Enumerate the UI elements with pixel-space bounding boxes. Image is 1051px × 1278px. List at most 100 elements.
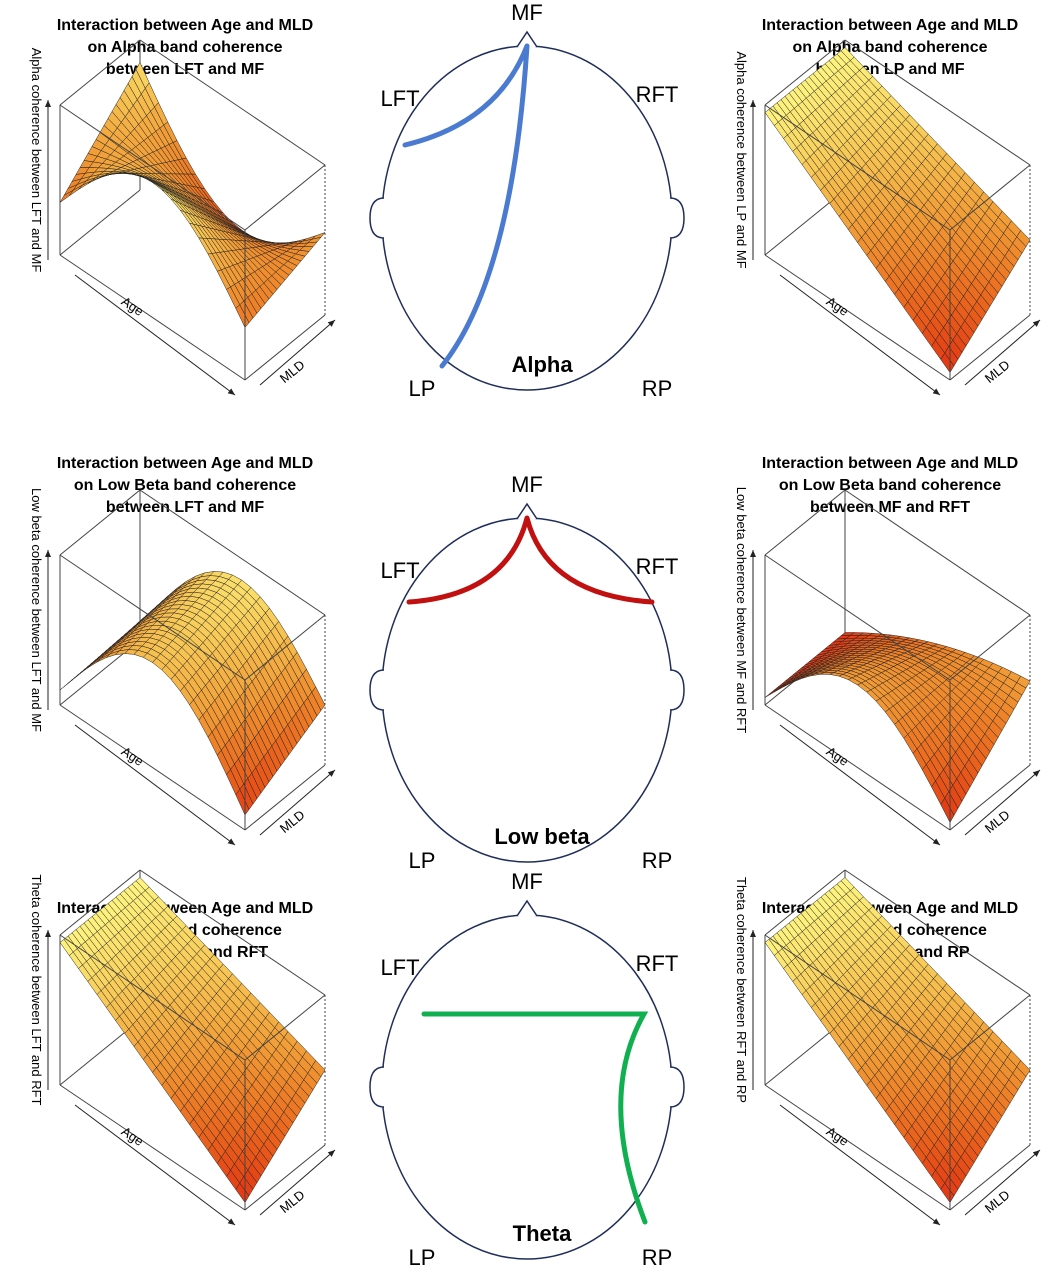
box-edge	[764, 1084, 951, 1211]
y-axis-label: MLD	[982, 807, 1013, 836]
axis-arrow	[74, 1104, 236, 1226]
y-axis-label: MLD	[982, 1187, 1013, 1216]
connection	[402, 43, 530, 369]
box-edge	[244, 1144, 326, 1211]
surface-cell	[235, 1182, 250, 1203]
box-edge	[764, 39, 846, 106]
plot-title: between LFT and MF	[106, 499, 264, 516]
electrode-label: LP	[409, 1245, 436, 1270]
box-edge	[139, 39, 326, 166]
box-edge	[764, 489, 846, 556]
plot-title: on Alpha band coherence	[88, 39, 283, 56]
box-edge	[244, 764, 326, 831]
nose	[516, 502, 538, 520]
box-edge	[59, 489, 141, 556]
box-edge	[59, 104, 246, 231]
box-edge	[59, 869, 141, 936]
box-edge	[764, 254, 951, 381]
z-axis-label: Low beta coherence between MF and RFT	[734, 487, 749, 733]
electrode-label: RFT	[636, 951, 679, 976]
electrode-label: MF	[511, 869, 543, 894]
y-axis-label: MLD	[277, 807, 308, 836]
surface-cell	[87, 658, 102, 669]
box-edge	[949, 994, 1031, 1061]
box-edge	[844, 39, 1031, 166]
plot-title: on Low Beta band coherence	[74, 477, 296, 494]
plot-title: Interaction between Age and MLD	[762, 455, 1018, 472]
surface-plot: Low beta coherence between LFT and MFAge…	[29, 488, 336, 846]
head	[381, 517, 673, 863]
box-edge	[764, 869, 846, 936]
axis-arrow	[259, 769, 336, 836]
box-edge	[244, 164, 326, 231]
axis-arrow	[259, 1149, 336, 1216]
axis-arrow	[259, 319, 336, 386]
left-ear	[369, 669, 385, 711]
z-axis-label: Theta coherence between LFT and RFT	[29, 875, 44, 1106]
axis-arrow	[964, 769, 1041, 836]
electrode-label: LFT	[380, 955, 419, 980]
connection	[421, 1011, 649, 1225]
surface-plot: Theta coherence between LFT and RFTAgeML…	[29, 869, 336, 1226]
plot-title: between MF and RFT	[810, 499, 970, 516]
right-ear	[669, 669, 685, 711]
axis-arrow	[779, 724, 941, 846]
electrode-label: LFT	[380, 86, 419, 111]
box-edge	[244, 614, 326, 681]
z-axis-label: Alpha coherence between LFT and MF	[29, 48, 44, 273]
surface-cell	[940, 797, 955, 824]
right-ear	[669, 197, 685, 239]
plot-title: Interaction between Age and MLD	[57, 17, 313, 34]
plot-title: on Alpha band coherence	[793, 39, 988, 56]
box-edge	[949, 1144, 1031, 1211]
electrode-label: RFT	[636, 554, 679, 579]
axis-arrow	[779, 1104, 941, 1226]
electrode-label: MF	[511, 0, 543, 25]
head	[381, 914, 673, 1260]
box-edge	[59, 1084, 246, 1211]
surface-cell	[940, 1182, 955, 1203]
box-edge	[59, 189, 141, 256]
box-edge	[949, 614, 1031, 681]
band-label: Theta	[513, 1221, 572, 1246]
plot-title: between LFT and MF	[106, 61, 264, 78]
surface-plot: Low beta coherence between MF and RFTAge…	[734, 487, 1041, 846]
axis-arrow	[74, 724, 236, 846]
z-axis-label: Low beta coherence between LFT and MF	[29, 488, 44, 732]
head	[381, 45, 673, 391]
box-edge	[139, 489, 326, 616]
z-axis-label: Theta coherence between RFT and RP	[734, 877, 749, 1103]
box-edge	[59, 254, 246, 381]
box-edge	[59, 704, 246, 831]
plot-title: on Low Beta band coherence	[779, 477, 1001, 494]
box-edge	[764, 104, 951, 231]
surface-cell	[235, 304, 250, 328]
z-axis-label: Alpha coherence between LP and MF	[734, 51, 749, 268]
electrode-label: RFT	[636, 82, 679, 107]
box-edge	[844, 869, 1031, 996]
surface-cell	[940, 352, 955, 373]
box-edge	[844, 489, 1031, 616]
surface-cell	[235, 788, 250, 816]
box-edge	[764, 704, 951, 831]
electrode-label: LP	[409, 376, 436, 401]
left-ear	[369, 1066, 385, 1108]
electrode-label: RP	[642, 1245, 673, 1270]
box-edge	[949, 764, 1031, 831]
y-axis-label: MLD	[277, 1187, 308, 1216]
electrode-label: LFT	[380, 558, 419, 583]
y-axis-label: MLD	[277, 357, 308, 386]
box-edge	[59, 39, 141, 106]
electrode-label: RP	[642, 848, 673, 873]
band-label: Low beta	[494, 824, 590, 849]
box-edge	[59, 934, 246, 1061]
box-edge	[244, 314, 326, 381]
box-edge	[764, 934, 951, 1061]
box-edge	[139, 869, 326, 996]
axis-arrow	[964, 1149, 1041, 1216]
nose	[516, 30, 538, 48]
